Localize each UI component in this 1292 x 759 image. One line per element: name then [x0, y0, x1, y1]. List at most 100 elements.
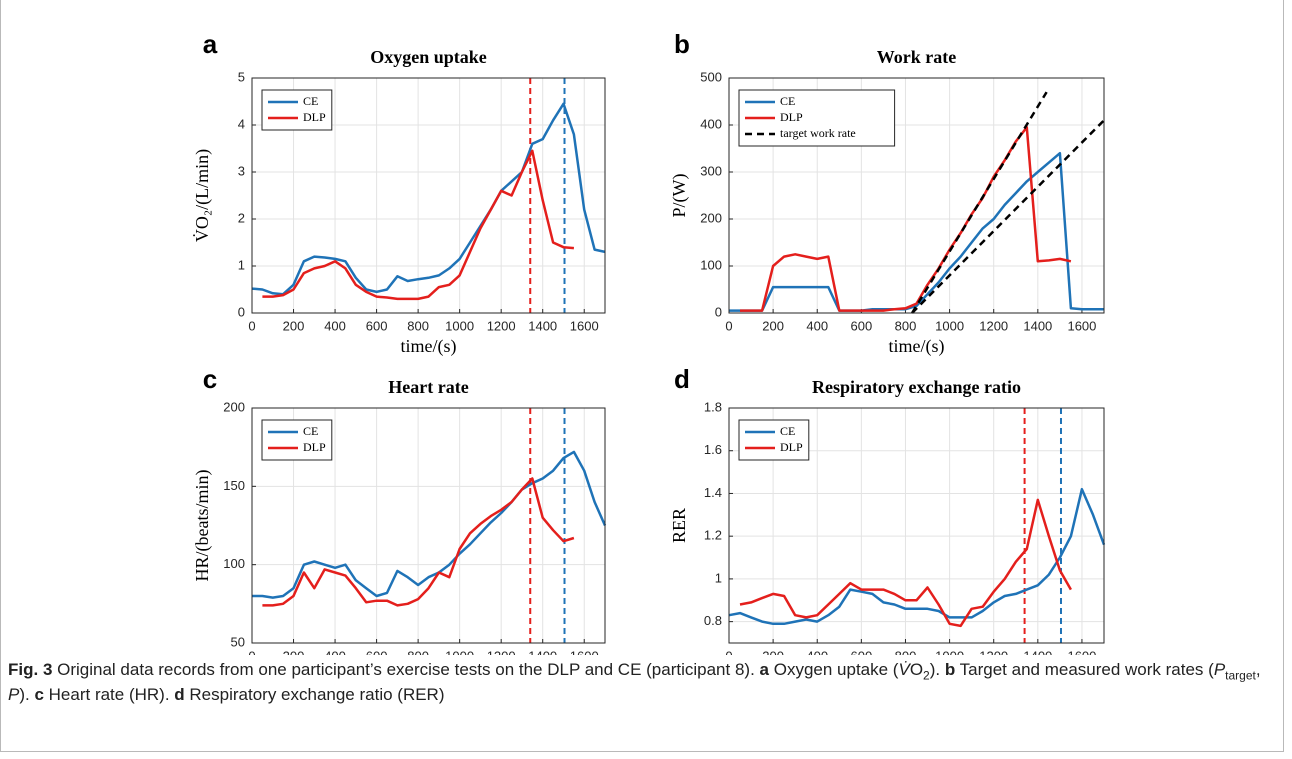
chart-title: Work rate — [877, 47, 956, 67]
y-tick-label: 0.8 — [704, 613, 722, 628]
x-tick-label: 200 — [283, 648, 305, 655]
x-tick-label: 1400 — [1023, 648, 1052, 655]
x-tick-label: 1400 — [528, 648, 557, 655]
data-line — [728, 487, 1106, 626]
y-axis-label: P/(W) — [669, 174, 690, 218]
y-tick-label: 2 — [238, 210, 245, 225]
chart-title: Oxygen uptake — [370, 47, 487, 67]
x-tick-label: 200 — [762, 648, 784, 655]
caption-run: Heart rate (HR). — [43, 685, 175, 704]
caption: Fig. 3 Original data records from one pa… — [8, 657, 1278, 707]
caption-run: Respiratory exchange ratio (RER) — [184, 685, 445, 704]
x-tick-label: 1000 — [445, 648, 474, 655]
panel-label: b — [674, 29, 690, 59]
y-tick-label: 4 — [238, 116, 245, 131]
data-line — [740, 126, 1072, 312]
x-tick-label: 600 — [366, 648, 388, 655]
x-tick-label: 1600 — [570, 648, 599, 655]
legend-label: DLP — [303, 110, 326, 124]
y-tick-label: 5 — [238, 69, 245, 84]
legend-box — [261, 419, 333, 461]
y-tick-label: 1.8 — [704, 399, 722, 414]
plot-border — [251, 407, 606, 644]
legend-label: DLP — [303, 440, 326, 454]
legend-label: DLP — [780, 440, 803, 454]
x-tick-label: 1400 — [528, 318, 557, 333]
x-tick-label: 0 — [725, 648, 732, 655]
x-tick-label: 1400 — [1023, 318, 1052, 333]
x-tick-label: 1200 — [487, 318, 516, 333]
y-tick-label: 200 — [700, 210, 722, 225]
y-tick-label: 1.6 — [704, 442, 722, 457]
panel-label: c — [203, 364, 217, 394]
caption-run: b — [944, 660, 956, 679]
y-tick-label: 300 — [700, 163, 722, 178]
y-tick-label: 150 — [223, 478, 245, 493]
caption-run: d — [174, 685, 185, 704]
y-tick-label: 0 — [715, 304, 722, 319]
x-tick-label: 800 — [407, 318, 429, 333]
legend: CE DLP — [261, 419, 333, 461]
caption-run: Fig. 3 — [8, 660, 53, 679]
x-tick-label: 800 — [895, 648, 917, 655]
panel-label: d — [674, 364, 690, 394]
y-tick-label: 1.2 — [704, 528, 722, 543]
y-tick-label: 50 — [231, 634, 245, 649]
caption-run: ). — [929, 660, 945, 679]
plot-border — [728, 407, 1105, 644]
chart-title: Respiratory exchange ratio — [812, 377, 1021, 397]
x-tick-label: 1000 — [935, 648, 964, 655]
plot-border — [728, 77, 1105, 314]
y-tick-label: 3 — [238, 163, 245, 178]
x-tick-label: 1600 — [1067, 318, 1096, 333]
x-axis-label: time/(s) — [401, 336, 457, 357]
x-tick-label: 1600 — [1067, 648, 1096, 655]
data-line — [252, 450, 607, 599]
data-line — [739, 498, 1072, 628]
caption-run: ). — [19, 685, 35, 704]
legend-label: CE — [303, 424, 318, 438]
x-tick-label: 0 — [725, 318, 732, 333]
legend: CE DLP — [738, 419, 810, 461]
caption-run: P — [1213, 660, 1226, 679]
x-tick-label: 400 — [806, 648, 828, 655]
caption-run: Target and measured work rates ( — [955, 660, 1214, 679]
x-tick-label: 1200 — [979, 648, 1008, 655]
y-tick-label: 0 — [238, 304, 245, 319]
y-tick-label: 500 — [700, 69, 722, 84]
caption-run: O — [909, 660, 924, 679]
x-tick-label: 400 — [324, 648, 346, 655]
legend-label: CE — [780, 424, 795, 438]
x-tick-label: 1200 — [979, 318, 1008, 333]
x-tick-label: 800 — [407, 648, 429, 655]
y-tick-label: 100 — [223, 556, 245, 571]
x-tick-label: 600 — [851, 648, 873, 655]
x-tick-label: 400 — [324, 318, 346, 333]
data-line — [251, 102, 606, 296]
y-tick-label: 1.4 — [704, 485, 722, 500]
legend-label: DLP — [780, 110, 803, 124]
x-tick-label: 0 — [248, 318, 255, 333]
x-tick-label: 400 — [806, 318, 828, 333]
x-tick-label: 600 — [851, 318, 873, 333]
chart-title: Heart rate — [388, 377, 468, 397]
caption-run: , — [1255, 660, 1266, 679]
plot-border — [251, 77, 606, 314]
x-tick-label: 0 — [248, 648, 255, 655]
data-line — [729, 151, 1104, 312]
y-tick-label: 1 — [238, 257, 245, 272]
caption-run: Oxygen uptake ( — [769, 660, 899, 679]
x-tick-label: 1600 — [570, 318, 599, 333]
panel-label: a — [203, 29, 218, 59]
legend-label: CE — [780, 94, 795, 108]
legend-box — [261, 89, 333, 131]
x-tick-label: 200 — [762, 318, 784, 333]
x-tick-label: 1000 — [445, 318, 474, 333]
x-tick-label: 200 — [283, 318, 305, 333]
legend-box — [738, 419, 810, 461]
caption-run: c — [34, 685, 44, 704]
legend-label: CE — [303, 94, 318, 108]
x-tick-label: 600 — [366, 318, 388, 333]
